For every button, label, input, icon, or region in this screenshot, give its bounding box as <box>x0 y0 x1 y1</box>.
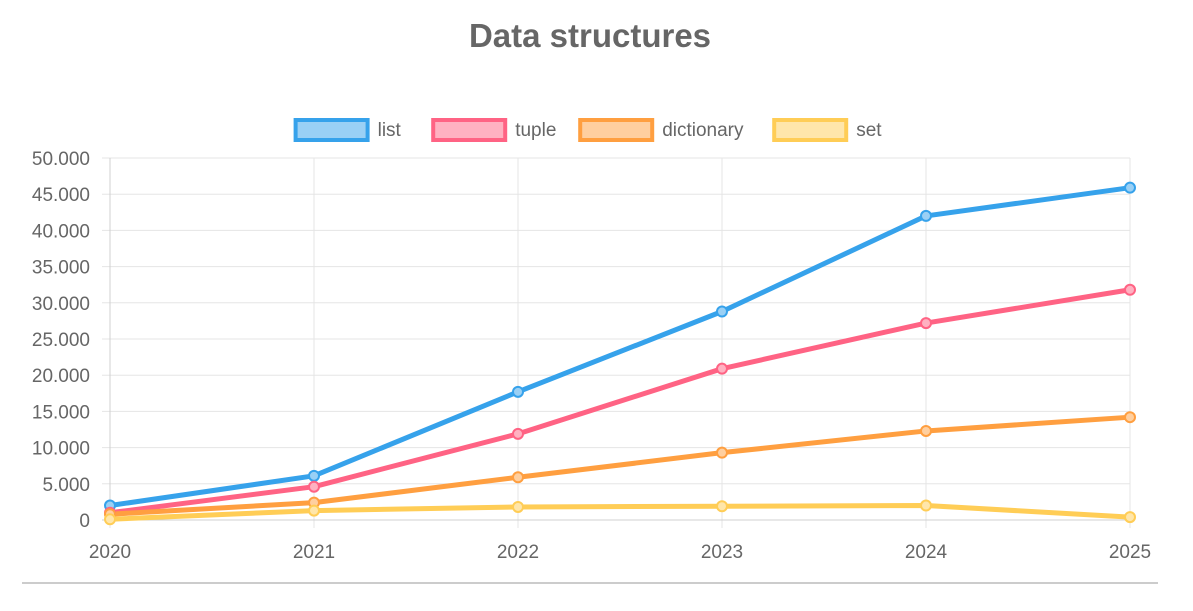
series-line-tuple <box>107 287 1133 516</box>
data-point-dictionary[interactable] <box>716 446 728 459</box>
legend-item-dictionary[interactable]: dictionary <box>578 118 744 142</box>
series-line-set <box>107 503 1133 522</box>
y-tick-label: 15.000 <box>32 402 90 423</box>
x-tick-label: 2024 <box>905 542 948 563</box>
legend-swatch <box>772 118 849 142</box>
x-axis: 2020 2021 2022 2023 2024 2025 <box>89 542 1151 563</box>
y-tick-label: 35.000 <box>32 258 90 279</box>
y-axis: 0 5.000 10.000 15.000 20.000 25.000 30.000 35.0… <box>32 149 90 532</box>
data-point-list[interactable] <box>1124 181 1136 194</box>
data-point-dictionary[interactable] <box>920 424 932 437</box>
y-tick-label: 20.000 <box>32 366 90 387</box>
data-point-dictionary[interactable] <box>512 471 524 484</box>
legend-label: set <box>856 120 882 141</box>
chart-title: Data structures <box>469 17 711 54</box>
data-point-tuple[interactable] <box>308 480 320 493</box>
series-line-dictionary <box>107 414 1133 517</box>
series-points <box>104 181 1136 526</box>
data-point-set[interactable] <box>716 500 728 513</box>
legend-swatch <box>293 118 370 142</box>
legend-swatch <box>578 118 655 142</box>
y-tick-label: 30.000 <box>32 294 90 315</box>
data-point-tuple[interactable] <box>716 362 728 375</box>
data-point-tuple[interactable] <box>920 317 932 330</box>
y-tick-label: 25.000 <box>32 330 90 351</box>
y-tick-label: 40.000 <box>32 221 90 242</box>
y-tick-label: 10.000 <box>32 439 90 460</box>
legend-item-set[interactable]: set <box>772 118 882 142</box>
data-point-tuple[interactable] <box>1124 283 1136 296</box>
data-point-set[interactable] <box>308 504 320 517</box>
legend-item-list[interactable]: list <box>293 118 402 142</box>
data-point-list[interactable] <box>920 209 932 222</box>
data-point-dictionary[interactable] <box>1124 411 1136 424</box>
data-point-list[interactable] <box>308 469 320 482</box>
x-tick-label: 2022 <box>497 542 539 563</box>
y-tick-label: 45.000 <box>32 185 90 206</box>
series-lines <box>107 185 1133 522</box>
legend-label: dictionary <box>662 120 744 141</box>
legend-swatch <box>431 118 508 142</box>
x-tick-label: 2023 <box>701 542 743 563</box>
data-point-set[interactable] <box>1124 511 1136 524</box>
legend: list tuple dictionary set <box>293 118 882 142</box>
series-line-list <box>107 185 1133 509</box>
legend-item-tuple[interactable]: tuple <box>431 118 556 142</box>
legend-label: list <box>378 120 402 141</box>
grid <box>102 157 1131 528</box>
data-point-set[interactable] <box>920 499 932 512</box>
x-tick-label: 2021 <box>293 542 335 563</box>
data-point-set[interactable] <box>104 513 116 526</box>
data-point-list[interactable] <box>512 385 524 398</box>
data-point-tuple[interactable] <box>512 427 524 440</box>
y-tick-label: 5.000 <box>42 475 90 496</box>
x-tick-label: 2025 <box>1109 542 1151 563</box>
x-tick-label: 2020 <box>89 542 131 563</box>
legend-label: tuple <box>515 120 556 141</box>
y-tick-label: 0 <box>79 511 90 532</box>
data-point-list[interactable] <box>716 305 728 318</box>
data-point-set[interactable] <box>512 500 524 513</box>
y-tick-label: 50.000 <box>32 149 90 170</box>
